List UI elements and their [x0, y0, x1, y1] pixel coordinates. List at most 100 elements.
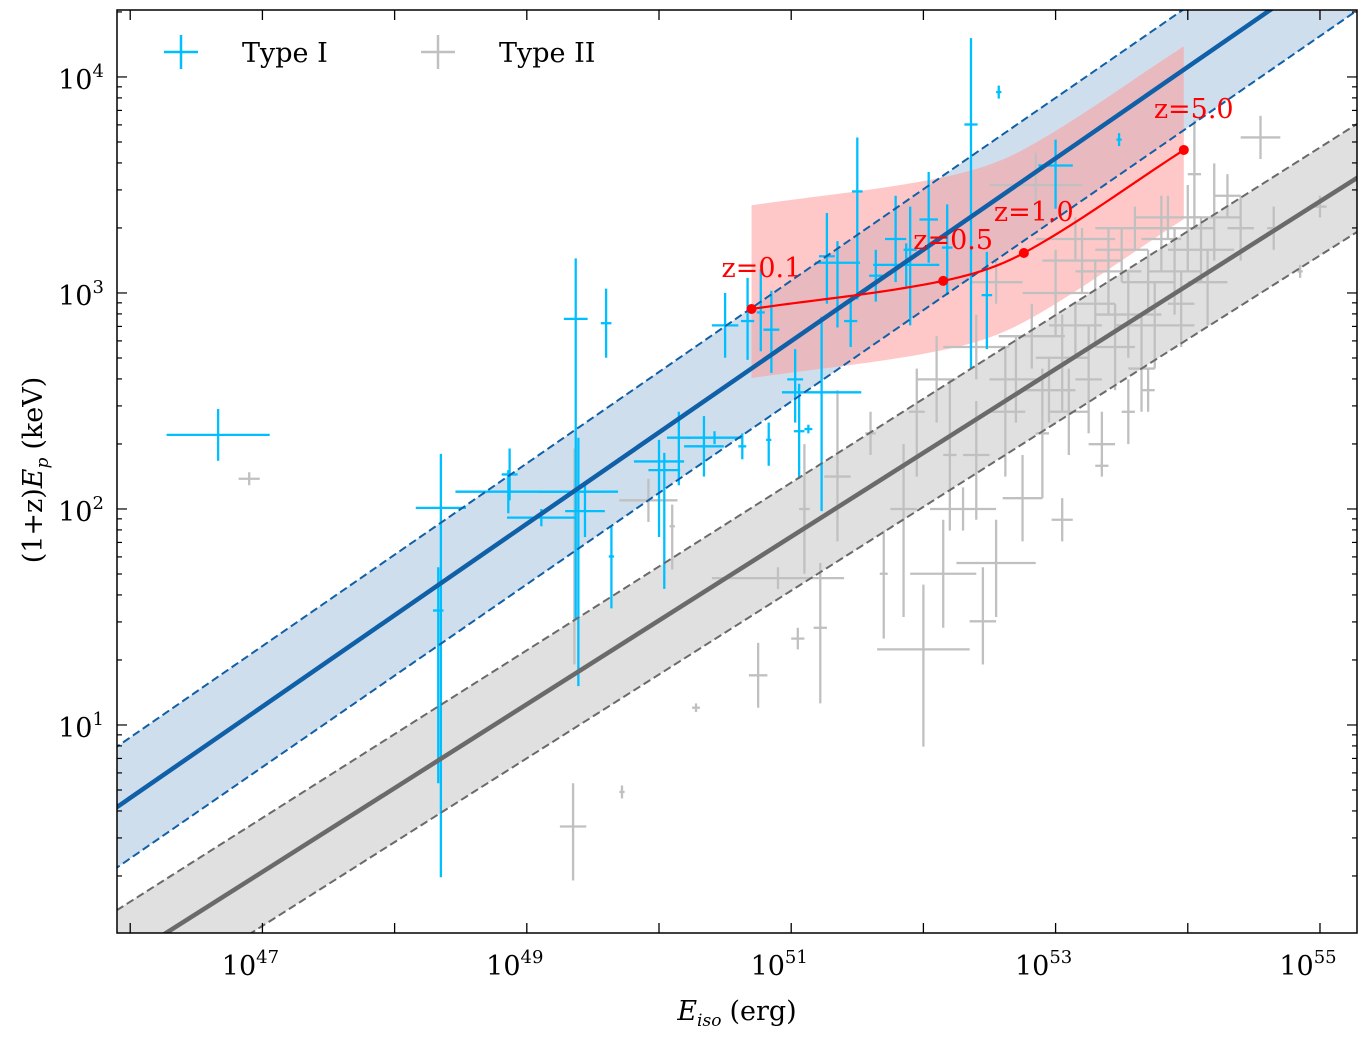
- redshift-point: [1178, 144, 1189, 155]
- type-i-data-point: [996, 85, 1002, 99]
- type-ii-data-point: [1002, 454, 1043, 542]
- y-tick-base: 10: [58, 281, 92, 312]
- type-ii-data-point: [1095, 271, 1162, 358]
- type-ii-data-point: [748, 642, 768, 708]
- type-ii-data-point: [1075, 325, 1102, 434]
- type-ii-data-point: [1214, 174, 1241, 218]
- type-i-data-point: [873, 243, 940, 287]
- type-ii-data-point: [1297, 264, 1303, 278]
- type-ii-data-point: [890, 444, 917, 617]
- y-tick-label: 104: [58, 61, 104, 96]
- type-ii-data-point: [1075, 228, 1142, 315]
- type-i-data-point: [964, 38, 978, 369]
- y-axis-label: (1+z)Ep(keV): [18, 377, 53, 564]
- type-i-data-point: [565, 485, 605, 538]
- type-i-data-point: [608, 526, 615, 609]
- redshift-track-line: [751, 149, 1185, 311]
- y-tick-base: 10: [58, 713, 92, 744]
- y-tick-exponent: 1: [92, 709, 103, 730]
- type-ii-data-point: [1167, 271, 1195, 347]
- type-ii-data-point: [559, 783, 587, 881]
- type-i-data-point: [600, 288, 612, 358]
- type-ii-data-point: [1187, 120, 1202, 229]
- type-ii-data-point: [711, 567, 845, 589]
- type-ii-data-point: [692, 703, 700, 713]
- type-i-data-point: [633, 439, 685, 538]
- type-i-data-point: [563, 258, 588, 620]
- type-i-data-point: [787, 349, 804, 423]
- type-ii-data-point: [1167, 217, 1235, 283]
- legend-label-type-ii: Type II: [499, 38, 595, 69]
- type-ii-data-point: [238, 472, 260, 486]
- type-ii-data-point: [1187, 163, 1241, 261]
- x-axis-label: Eiso (erg): [676, 996, 796, 1031]
- type-ii-data-point: [969, 260, 1023, 304]
- type-i-data-point: [538, 437, 619, 687]
- legend-entry-type-ii[interactable]: Type II: [421, 35, 595, 69]
- y-tick-base: 10: [58, 497, 92, 528]
- type-i-fit-line: [117, 10, 1275, 810]
- redshift-label: z=0.5: [913, 225, 993, 256]
- x-tick-exponent: 49: [521, 947, 544, 968]
- type-i-data-point: [686, 431, 743, 445]
- x-tick-label: 1049: [486, 947, 543, 982]
- type-i-data-point: [814, 241, 860, 328]
- type-i-data-point: [766, 422, 772, 466]
- type-i-data-point: [415, 453, 466, 878]
- type-ii-data-point: [998, 303, 1065, 369]
- type-i-data-point: [793, 383, 805, 479]
- type-i-data-point: [740, 277, 755, 360]
- x-tick-exponent: 47: [256, 947, 279, 968]
- x-axis-ticks: 1047 1049 1051 1053 1055: [129, 10, 1337, 982]
- type-ii-fit-band: [117, 123, 1357, 933]
- redshift-point: [1018, 248, 1029, 259]
- legend: Type I Type II: [164, 35, 595, 69]
- redshift-point: [746, 303, 757, 314]
- type-ii-data-point: [1141, 368, 1155, 412]
- type-ii-data-point: [969, 567, 997, 665]
- type-ii-data-point: [1121, 249, 1175, 315]
- type-ii-data-point: [943, 379, 957, 531]
- type-i-data-point: [844, 299, 858, 347]
- type-ii-data-point: [1051, 498, 1073, 542]
- x-tick-base: 10: [751, 951, 785, 982]
- x-tick-exponent: 55: [1314, 947, 1337, 968]
- type-ii-data-point: [1148, 228, 1202, 315]
- type-ii-fit-line: [161, 175, 1357, 933]
- type-i-data-point: [756, 269, 765, 352]
- type-ii-fit-upper-dashed: [117, 122, 1357, 912]
- redshift-label: z=1.0: [994, 197, 1074, 228]
- type-ii-data-point: [1095, 461, 1109, 471]
- x-tick-base: 10: [222, 951, 256, 982]
- x-tick-label: 1051: [751, 947, 808, 982]
- legend-label-type-i: Type I: [242, 38, 328, 69]
- y-tick-exponent: 3: [92, 277, 103, 298]
- y-tick-label: 101: [58, 709, 104, 744]
- type-ii-data-point: [791, 627, 805, 650]
- type-ii-data-point: [989, 336, 1043, 423]
- legend-entry-type-i[interactable]: Type I: [164, 35, 328, 69]
- x-tick-label: 1055: [1279, 947, 1336, 982]
- x-tick-base: 10: [486, 951, 520, 982]
- type-ii-data-point: [669, 504, 675, 570]
- type-ii-data-point: [813, 562, 827, 704]
- x-tick-base: 10: [1015, 951, 1049, 982]
- y-tick-label: 102: [58, 493, 104, 528]
- x-tick-label: 1053: [1015, 947, 1072, 982]
- type-ii-data-point: [943, 314, 1010, 380]
- type-ii-data-point: [989, 152, 1083, 207]
- type-i-fit-lower-dashed: [117, 10, 1357, 869]
- type-i-data-point: [738, 433, 747, 460]
- type-i-data-point: [852, 137, 863, 300]
- y-tick-base: 10: [58, 65, 92, 96]
- type-ii-data-point: [879, 530, 888, 639]
- type-ii-data-point: [1161, 184, 1215, 272]
- type-i-data-point: [804, 424, 813, 434]
- plot-frame: [116, 9, 1358, 934]
- type-ii-fit-lower-dashed: [249, 230, 1357, 933]
- x-tick-exponent: 51: [785, 947, 808, 968]
